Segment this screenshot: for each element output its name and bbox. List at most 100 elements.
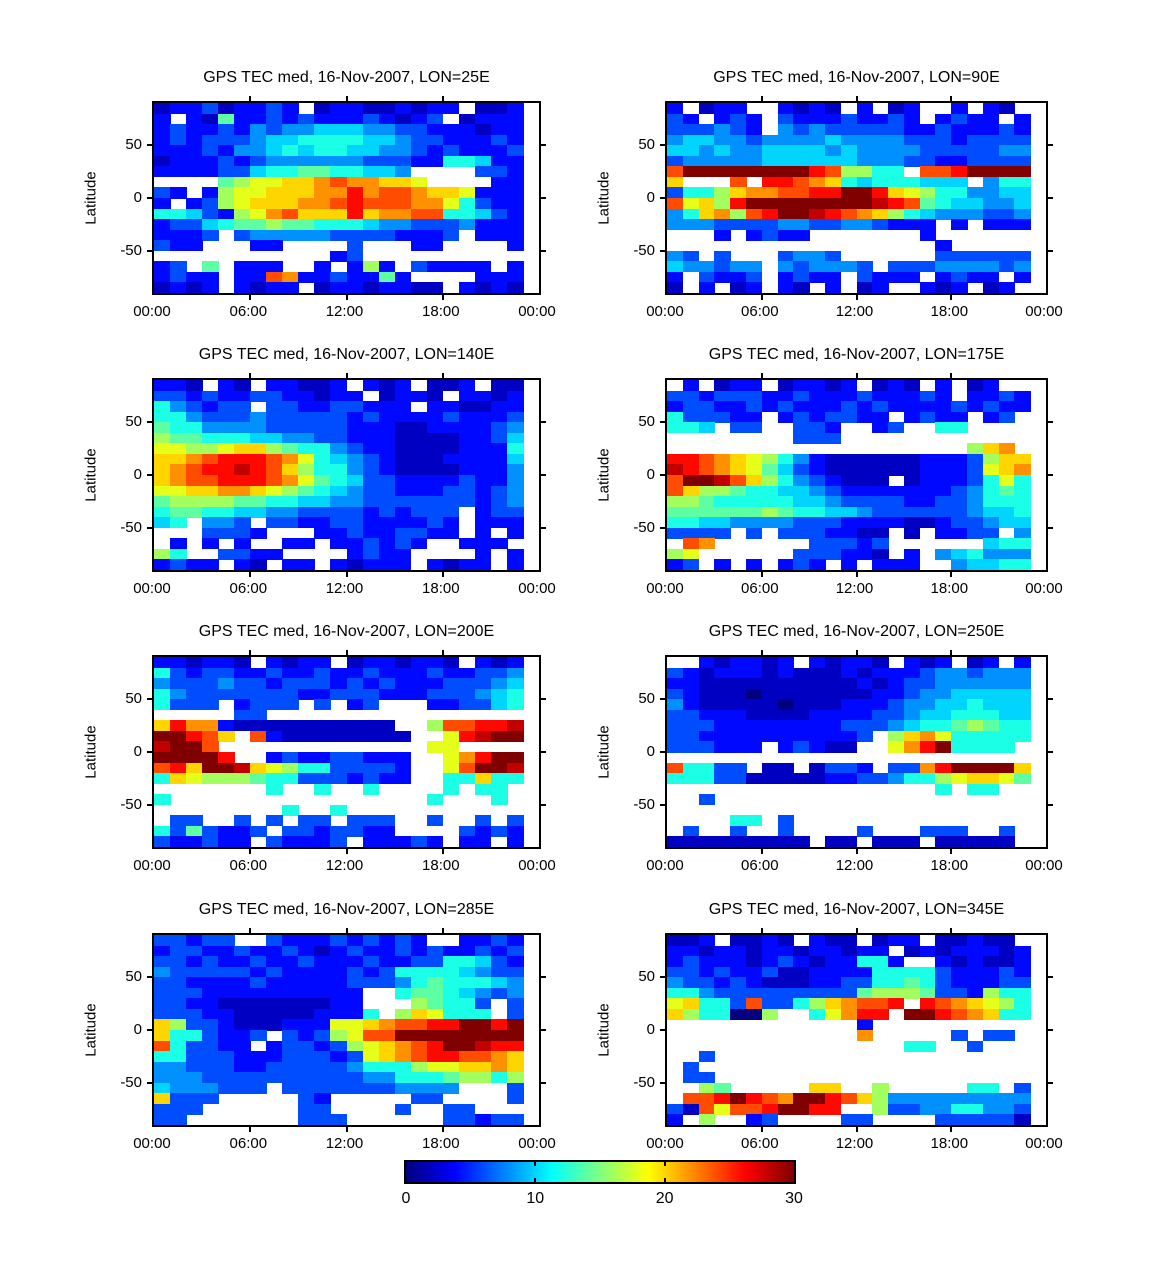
- x-tick-label: 18:00: [930, 1135, 969, 1152]
- y-tick-mark: [147, 976, 152, 979]
- y-tick-label: 0: [133, 1021, 142, 1038]
- x-tick-mark-top: [760, 650, 763, 655]
- x-tick-label: 06:00: [741, 580, 779, 597]
- y-tick-label: 0: [646, 743, 655, 760]
- panel-lon-285E: GPS TEC med, 16-Nov-2007, LON=285E 00:00 0…: [83, 901, 556, 1152]
- y-tick-mark: [147, 526, 152, 529]
- y-axis-label: Latitude: [82, 171, 100, 225]
- heatmap-cells: [154, 103, 539, 293]
- y-tick-label: 0: [133, 189, 142, 206]
- y-tick-mark-right: [1048, 803, 1053, 806]
- y-tick-mark-right: [1048, 197, 1053, 199]
- y-tick-mark-right: [541, 1029, 546, 1031]
- x-tick-mark-top: [950, 96, 953, 101]
- x-tick-label: 00:00: [133, 1135, 171, 1152]
- x-tick-label: 00:00: [518, 857, 556, 874]
- x-tick-label: 06:00: [229, 1135, 268, 1152]
- y-tick-mark-right: [541, 526, 546, 529]
- y-tick-mark: [660, 1029, 665, 1031]
- x-tick-mark: [760, 1127, 763, 1132]
- panel-lon-250E: GPS TEC med, 16-Nov-2007, LON=250E 00:00 0…: [596, 623, 1063, 874]
- y-tick-label: 50: [125, 136, 142, 154]
- x-tick-label: 00:00: [518, 303, 556, 320]
- x-tick-mark-top: [441, 96, 444, 101]
- x-tick-mark: [345, 1127, 348, 1132]
- x-tick-label: 00:00: [518, 1135, 556, 1152]
- x-tick-mark-top: [760, 928, 763, 933]
- y-tick-mark: [147, 144, 152, 147]
- x-tick-mark: [345, 295, 348, 300]
- y-tick-mark-right: [541, 197, 546, 199]
- panel-title: GPS TEC med, 16-Nov-2007, LON=90E: [713, 69, 1000, 86]
- x-tick-label: 00:00: [646, 857, 684, 874]
- panel-title: GPS TEC med, 16-Nov-2007, LON=345E: [708, 901, 1005, 918]
- y-tick-label: -50: [120, 241, 142, 259]
- x-tick-mark: [441, 572, 444, 577]
- y-tick-label: 50: [638, 136, 655, 154]
- x-tick-mark-top: [249, 96, 252, 101]
- panel-title: GPS TEC med, 16-Nov-2007, LON=285E: [198, 901, 495, 918]
- heatmap-cells: [154, 657, 539, 847]
- x-tick-mark: [441, 849, 444, 854]
- y-tick-mark: [147, 421, 152, 424]
- x-tick-mark-top: [249, 650, 252, 655]
- y-tick-label: -50: [120, 518, 142, 536]
- panel-lon-175E: GPS TEC med, 16-Nov-2007, LON=175E 00:00 0…: [596, 346, 1063, 597]
- y-tick-mark: [660, 144, 665, 147]
- y-axis-label: Latitude: [595, 448, 613, 502]
- x-tick-mark: [249, 1127, 252, 1132]
- x-tick-mark: [441, 295, 444, 300]
- colorbar-tick-label: 0: [401, 1190, 411, 1207]
- panel-lon-200E: GPS TEC med, 16-Nov-2007, LON=200E 00:00 0…: [83, 623, 556, 874]
- x-tick-label: 00:00: [646, 303, 684, 320]
- y-tick-mark-right: [541, 698, 546, 701]
- colorbar-tick-mark: [534, 1178, 537, 1182]
- x-tick-mark: [249, 295, 252, 300]
- colorbar-tick-mark: [663, 1162, 666, 1166]
- y-tick-label: 0: [133, 466, 142, 483]
- y-tick-label: 0: [646, 466, 655, 483]
- y-tick-label: -50: [633, 241, 655, 259]
- colorbar-tick-mark: [534, 1162, 537, 1166]
- y-axis-label: Latitude: [595, 1003, 613, 1057]
- x-tick-mark-top: [345, 650, 348, 655]
- panel-lon-90E: GPS TEC med, 16-Nov-2007, LON=90E 00:00 06…: [596, 69, 1063, 320]
- y-tick-mark: [660, 698, 665, 701]
- y-tick-mark: [660, 803, 665, 806]
- x-tick-mark: [345, 849, 348, 854]
- panel-lon-140E: GPS TEC med, 16-Nov-2007, LON=140E 00:00 0…: [83, 346, 556, 597]
- x-tick-mark: [760, 295, 763, 300]
- x-tick-mark-top: [345, 928, 348, 933]
- colorbar-tick-label: 20: [655, 1190, 674, 1207]
- y-tick-mark-right: [1048, 421, 1053, 424]
- y-tick-mark-right: [1048, 526, 1053, 529]
- heatmap-cells: [667, 380, 1046, 570]
- x-tick-mark-top: [249, 928, 252, 933]
- x-tick-label: 18:00: [930, 857, 969, 874]
- y-tick-label: -50: [633, 795, 655, 813]
- x-tick-label: 00:00: [133, 857, 171, 874]
- x-tick-label: 12:00: [325, 857, 364, 874]
- x-tick-mark-top: [441, 373, 444, 378]
- y-axis-label: Latitude: [82, 448, 100, 502]
- x-tick-mark-top: [441, 650, 444, 655]
- x-tick-label: 18:00: [930, 580, 969, 597]
- x-tick-mark: [345, 572, 348, 577]
- y-axis-label: Latitude: [595, 171, 613, 225]
- y-tick-mark: [147, 698, 152, 701]
- x-tick-mark: [950, 849, 953, 854]
- y-axis-label: Latitude: [82, 725, 100, 779]
- x-tick-label: 00:00: [1025, 1135, 1063, 1152]
- y-tick-mark-right: [1048, 249, 1053, 252]
- y-tick-label: 0: [133, 743, 142, 760]
- y-tick-mark-right: [1048, 976, 1053, 979]
- y-tick-mark-right: [541, 1081, 546, 1084]
- colorbar-gradient: [406, 1162, 794, 1182]
- panel-title: GPS TEC med, 16-Nov-2007, LON=140E: [198, 346, 495, 363]
- x-tick-label: 12:00: [835, 303, 874, 320]
- y-tick-mark-right: [1048, 144, 1053, 147]
- y-tick-mark-right: [541, 803, 546, 806]
- x-tick-mark: [855, 1127, 858, 1132]
- heatmap-cells: [667, 657, 1046, 847]
